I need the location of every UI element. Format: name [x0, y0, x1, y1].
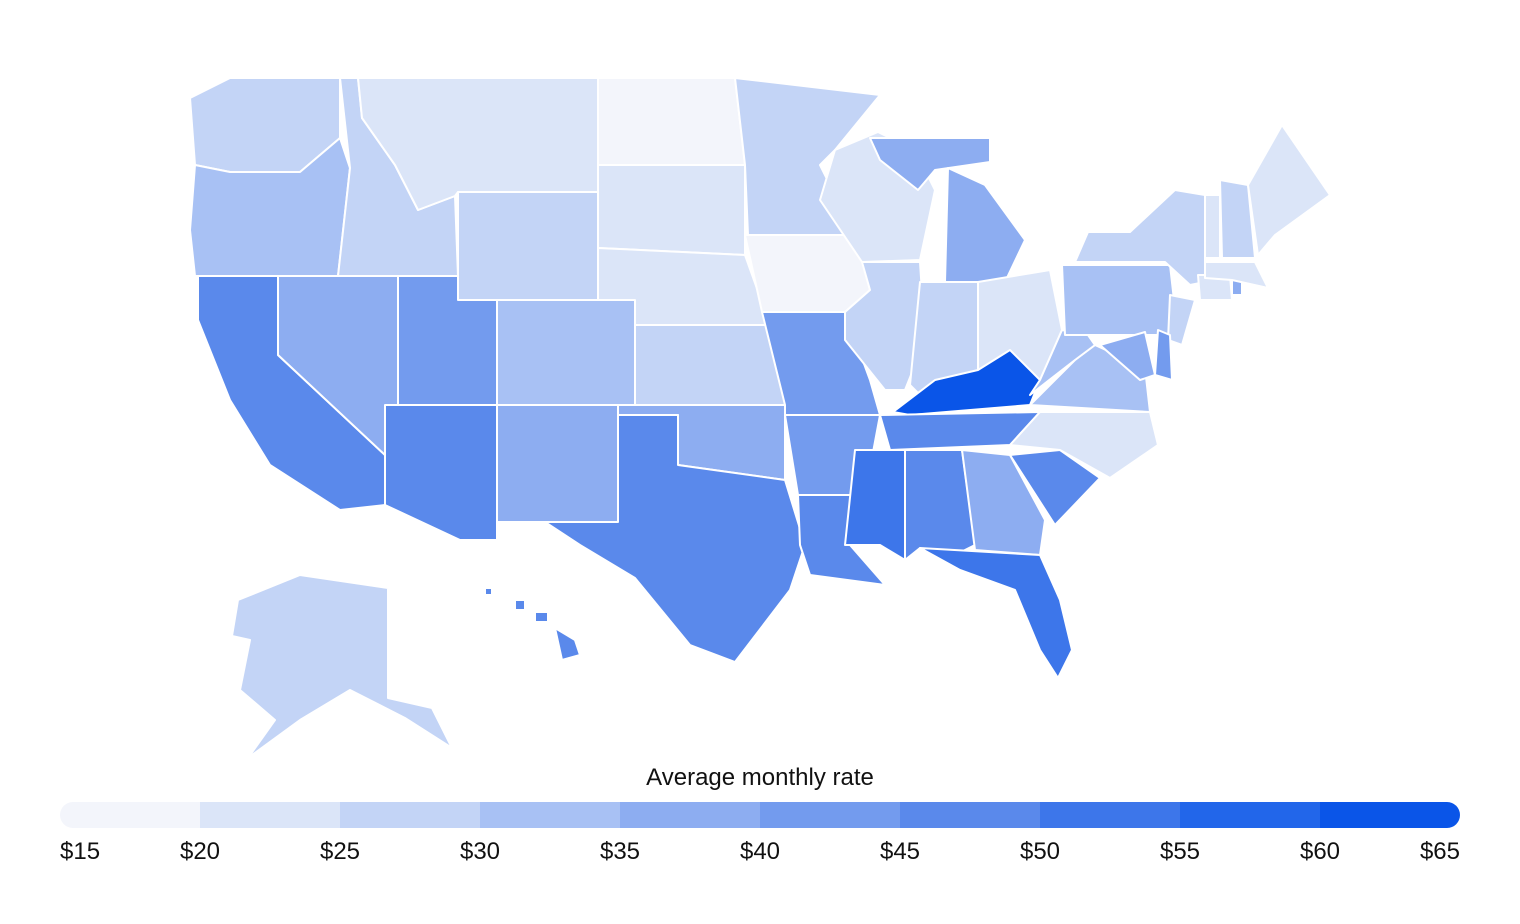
legend-tick-label: $50 [1019, 838, 1061, 865]
legend-tick-labels: $15 $20 $25 $30 $35 $40 $45 $50 $55 $60 $65 [0, 838, 1520, 868]
state-hi-island-1 [514, 599, 526, 611]
state-sc [1009, 449, 1101, 526]
state-ak [231, 574, 453, 759]
state-nh [1219, 179, 1256, 259]
state-nd [597, 77, 746, 166]
state-vt [1204, 194, 1221, 259]
state-pa [1061, 264, 1179, 336]
legend-tick-label: $40 [739, 838, 781, 865]
legend-tick-label: $45 [879, 838, 921, 865]
state-wv [1029, 329, 1096, 396]
legend-swatch-8 [1180, 802, 1320, 828]
legend-swatch-0 [60, 802, 200, 828]
legend-tick-label: $25 [319, 838, 361, 865]
legend-swatch-3 [480, 802, 620, 828]
legend-swatch-6 [900, 802, 1040, 828]
legend-swatch-2 [340, 802, 480, 828]
state-nj [1167, 294, 1196, 346]
state-fl [919, 547, 1073, 679]
state-ma [1204, 261, 1269, 289]
legend-tick-label: $20 [179, 838, 221, 865]
legend-tick-label: $65 [1419, 838, 1460, 865]
legend-swatch-9 [1320, 802, 1460, 828]
state-nc [1009, 411, 1159, 479]
state-ks [634, 324, 786, 406]
state-co [496, 299, 636, 406]
legend-swatch-4 [620, 802, 760, 828]
state-me [1247, 124, 1331, 256]
state-nm [496, 404, 619, 523]
legend-tick-label: $55 [1159, 838, 1201, 865]
state-tx [544, 414, 806, 663]
state-de [1154, 329, 1173, 381]
state-mi [944, 167, 1026, 283]
legend-tick-label: $15 [60, 838, 101, 865]
legend-color-bar [60, 802, 1460, 828]
state-sd [597, 164, 746, 256]
state-wy [457, 191, 599, 301]
state-hi-island-0 [484, 587, 493, 596]
state-md [1099, 331, 1156, 381]
legend-tick-label: $30 [459, 838, 501, 865]
state-mi [869, 137, 991, 191]
state-ms [844, 449, 906, 561]
legend-swatch-5 [760, 802, 900, 828]
legend-swatch-7 [1040, 802, 1180, 828]
states-layer [189, 77, 1331, 759]
legend-tick-label: $35 [599, 838, 641, 865]
legend-title: Average monthly rate [646, 764, 874, 791]
legend-swatch-1 [200, 802, 340, 828]
legend-tick-label: $60 [1299, 838, 1341, 865]
state-hi-island-2 [534, 611, 549, 623]
state-az [384, 404, 498, 541]
state-hi [554, 627, 581, 661]
state-ga [961, 449, 1046, 556]
